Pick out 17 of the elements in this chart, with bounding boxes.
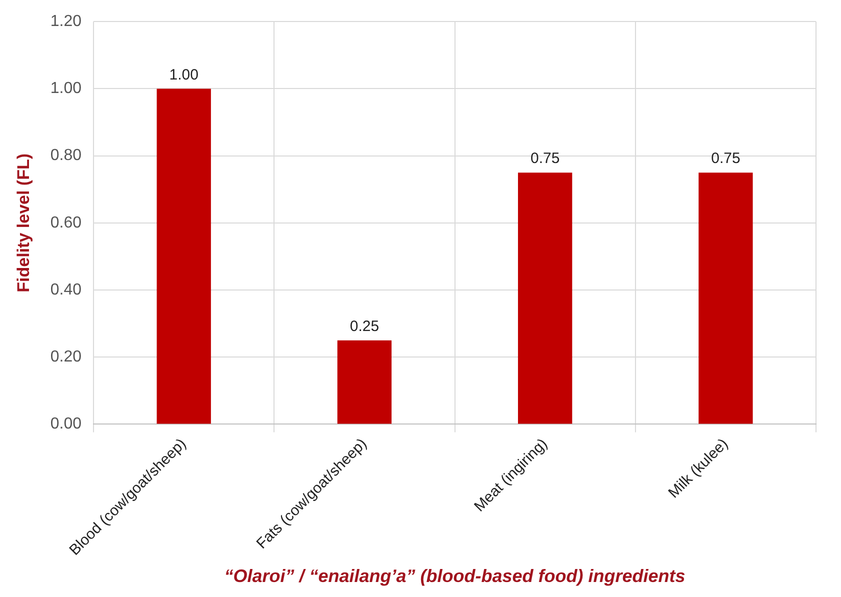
y-tick-label: 0.00 xyxy=(50,416,82,433)
data-label: 0.25 xyxy=(350,318,380,335)
data-label: 0.75 xyxy=(711,150,740,168)
y-tick-label: 0.20 xyxy=(50,348,82,366)
y-axis-title: Fidelity level (FL) xyxy=(14,153,33,292)
bar xyxy=(698,172,753,424)
data-label: 0.75 xyxy=(530,150,560,168)
data-label: 1.00 xyxy=(169,66,198,84)
y-tick-label: 0.60 xyxy=(50,214,82,232)
bar xyxy=(518,172,572,424)
y-tick-label: 1.20 xyxy=(50,13,82,30)
x-axis-title: “Olaroi” / “enailang’a” (blood-based food) ingredients xyxy=(224,566,686,586)
y-tick-label: 0.40 xyxy=(50,281,82,298)
bar xyxy=(337,340,392,424)
y-tick-label: 1.00 xyxy=(50,80,82,98)
bar xyxy=(156,88,211,424)
y-tick-label: 0.80 xyxy=(50,147,82,164)
